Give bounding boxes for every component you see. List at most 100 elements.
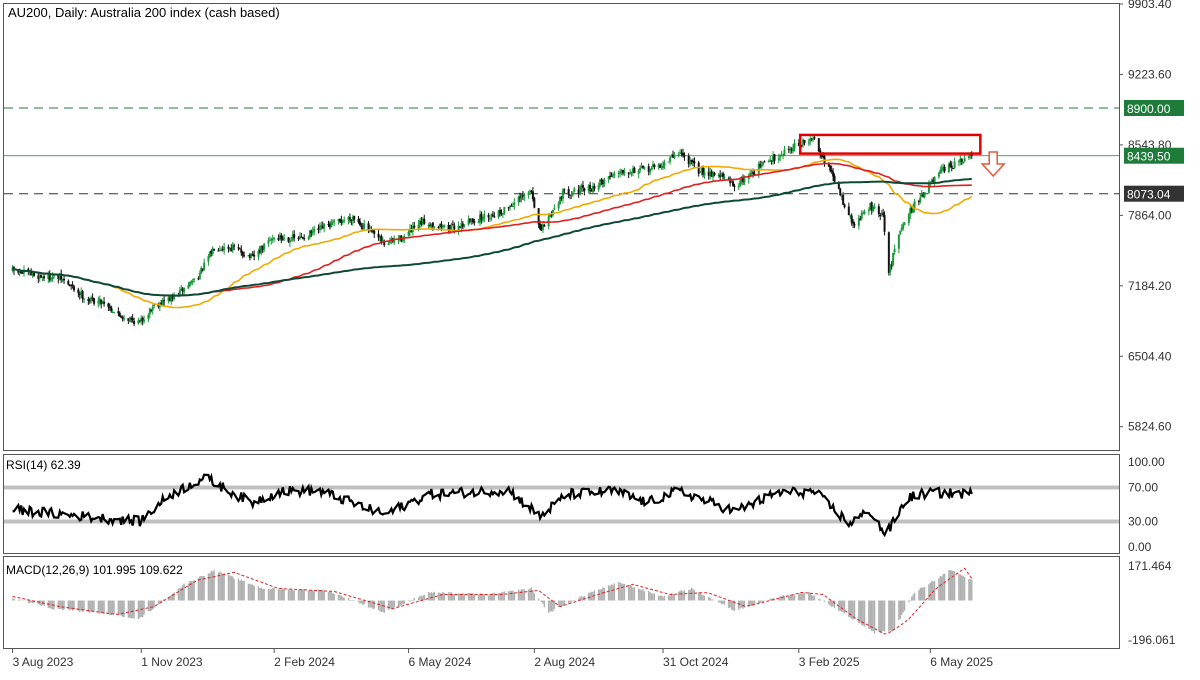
candle-body — [303, 238, 306, 240]
x-tick-label: 1 Nov 2023 — [141, 655, 203, 669]
candle-body — [147, 315, 150, 319]
candle-body — [497, 210, 500, 218]
macd-signal-line — [12, 567, 973, 635]
candle-body — [943, 167, 946, 172]
candle-body — [660, 167, 663, 169]
candle-body — [61, 279, 64, 281]
candle-body — [281, 238, 284, 240]
candle-body — [240, 249, 243, 253]
candle-body — [383, 241, 386, 246]
candle-body — [98, 298, 101, 302]
candle-body — [467, 219, 470, 225]
candle-body — [609, 175, 612, 177]
candle-body — [903, 222, 906, 226]
price-tick-label: 9903.40 — [1128, 0, 1172, 11]
candle-body — [910, 208, 913, 213]
candle-body — [580, 186, 583, 188]
candle-body — [601, 181, 604, 185]
candle-body — [117, 311, 120, 314]
candle-body — [667, 161, 670, 163]
candle-body — [523, 194, 526, 197]
candle-body — [501, 213, 504, 215]
candle-body — [933, 176, 936, 183]
candle-body — [113, 312, 116, 314]
candle-body — [723, 177, 726, 179]
candle-body — [83, 298, 86, 300]
candle-body — [190, 281, 193, 284]
candle-body — [959, 158, 962, 162]
x-tick-label: 2 Feb 2024 — [274, 655, 335, 669]
candle-body — [461, 223, 464, 227]
candle-body — [553, 208, 556, 210]
candle-body — [377, 233, 380, 238]
candle-body — [327, 223, 330, 225]
candle-body — [647, 166, 650, 172]
candle-body — [743, 178, 746, 183]
candle-body — [729, 179, 732, 184]
x-tick-label: 3 Feb 2025 — [799, 655, 860, 669]
candle-body — [210, 250, 213, 254]
candle-body — [48, 272, 51, 281]
candle-body — [58, 274, 61, 280]
candle-body — [423, 218, 426, 225]
candle-body — [643, 167, 646, 169]
candle-body — [180, 288, 183, 290]
candle-body — [143, 319, 146, 322]
candle-body — [261, 245, 264, 250]
candle-body — [922, 195, 925, 197]
candle-body — [953, 161, 956, 168]
candle-body — [640, 166, 643, 168]
candle-body — [431, 222, 434, 227]
price-levels — [4, 107, 1119, 195]
candle-body — [500, 213, 503, 215]
candle-body — [247, 255, 250, 257]
candle-body — [307, 237, 310, 239]
current-price-label: 8439.50 — [1127, 150, 1171, 164]
candle-body — [540, 228, 543, 231]
candle-body — [17, 270, 20, 273]
candle-body — [843, 204, 846, 208]
candle-body — [920, 193, 923, 197]
candle-body — [380, 236, 383, 242]
candle-body — [690, 160, 693, 162]
candle-body — [829, 165, 832, 171]
candle-body — [869, 203, 872, 211]
rsi-tick-label: 70.00 — [1128, 481, 1158, 495]
candle-body — [33, 272, 36, 277]
candle-body — [917, 200, 920, 202]
candle-body — [479, 214, 482, 223]
candle-body — [110, 306, 113, 312]
candle-body — [633, 167, 636, 174]
candle-body — [408, 228, 411, 233]
candle-body — [71, 284, 74, 286]
candle-body — [91, 297, 94, 300]
candle-body — [680, 152, 683, 155]
candle-body — [862, 213, 865, 215]
candle-body — [73, 286, 76, 291]
candle-body — [161, 300, 164, 306]
candle-body — [323, 224, 326, 228]
candle-body — [699, 171, 702, 173]
candle-body — [670, 155, 673, 157]
candle-body — [913, 201, 916, 209]
candle-body — [463, 225, 466, 227]
candle-body — [93, 298, 96, 304]
candle-body — [167, 297, 170, 301]
candle-body — [919, 197, 922, 202]
candle-body — [511, 206, 514, 208]
candle-body — [589, 185, 592, 190]
level-label-bg — [1124, 185, 1184, 202]
candle-body — [413, 225, 416, 228]
ma-200-line — [11, 177, 972, 297]
candle-body — [937, 173, 940, 177]
candle-body — [561, 190, 564, 199]
candle-body — [530, 191, 533, 193]
candle-body — [50, 280, 53, 282]
candle-body — [637, 170, 640, 174]
x-tick-label: 6 May 2025 — [930, 655, 993, 669]
x-tick-label: 6 May 2024 — [409, 655, 472, 669]
candle-body — [753, 173, 756, 175]
candle-body — [611, 174, 614, 176]
candle-body — [577, 189, 580, 194]
rsi-tick-label: 0.00 — [1128, 540, 1152, 554]
